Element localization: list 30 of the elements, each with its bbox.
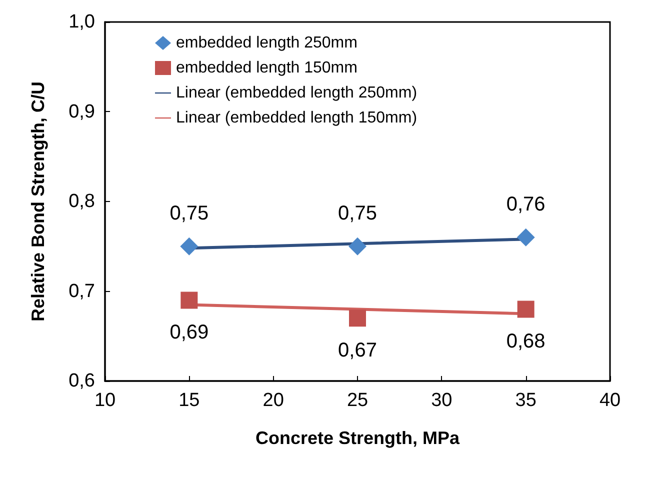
- point: [180, 237, 198, 256]
- y-tick-label: 0,8: [68, 191, 95, 212]
- data-label: 0,76: [506, 193, 546, 216]
- x-axis-title: Concrete Strength, MPa: [255, 428, 461, 448]
- x-tick-label: 30: [431, 390, 452, 411]
- x-tick-label: 25: [346, 390, 368, 411]
- point: [349, 310, 366, 327]
- data-label: 0,75: [170, 202, 209, 224]
- legend-label: embedded length 150mm: [176, 60, 358, 76]
- data-label: 0,69: [170, 322, 209, 344]
- data-label: 0,75: [338, 202, 377, 224]
- legend-label: embedded length 250mm: [176, 34, 358, 52]
- point: [348, 237, 366, 256]
- data-label: 0,67: [338, 340, 377, 362]
- point: [516, 228, 535, 246]
- legend-label: Linear (embedded length 150mm): [176, 110, 418, 126]
- x-tick-label: 40: [599, 390, 621, 411]
- point: [180, 292, 198, 309]
- y-tick-label: 0,6: [68, 370, 95, 392]
- point: [517, 300, 534, 318]
- legend-label: Linear (embedded length 250mm): [176, 84, 418, 102]
- x-tick-label: 10: [94, 390, 116, 411]
- y-tick-label: 1,0: [68, 12, 95, 32]
- y-tick-label: 0,9: [68, 101, 95, 122]
- x-tick-label: 35: [515, 390, 536, 411]
- y-axis-title: Relative Bond Strength, C/U: [28, 81, 48, 322]
- x-tick-label: 15: [178, 390, 200, 411]
- data-label: 0,68: [506, 330, 546, 353]
- y-tick-label: 0,7: [68, 280, 95, 302]
- x-tick-label: 20: [262, 390, 284, 411]
